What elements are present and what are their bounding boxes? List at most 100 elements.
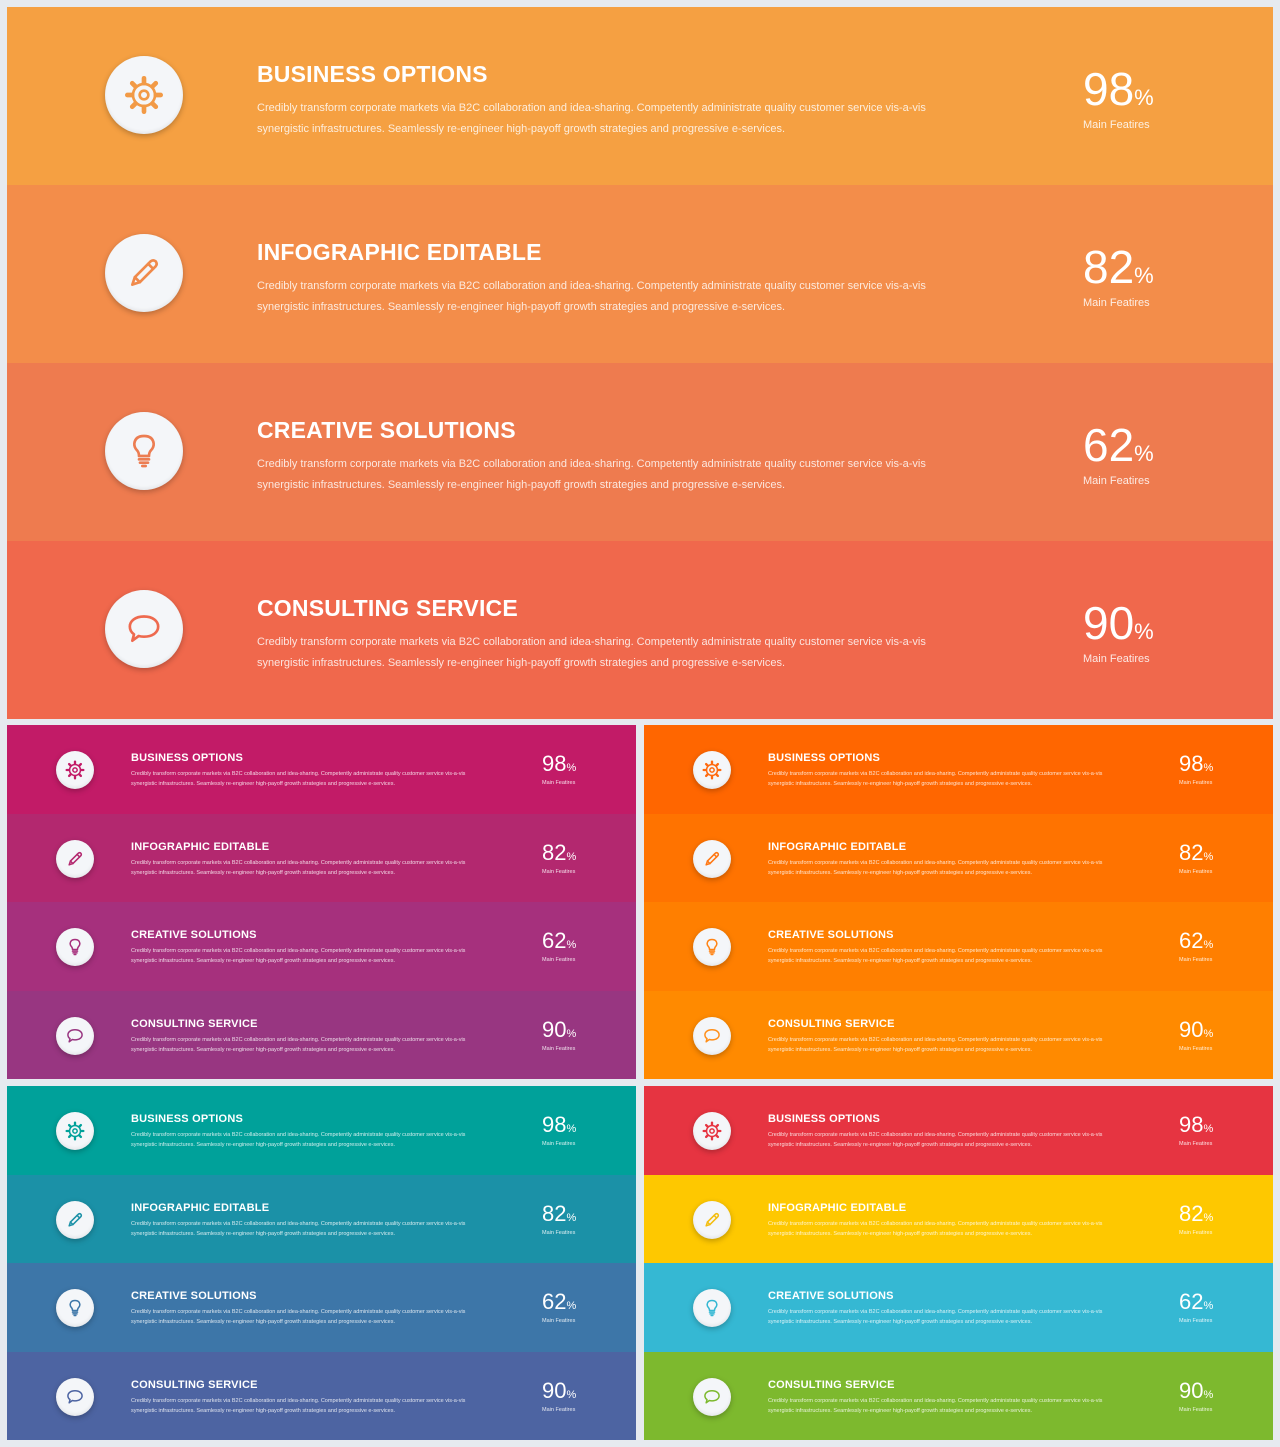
description-line: synergistic infrastructures. Seamlessly …: [131, 1142, 396, 1148]
percent-value: 82%: [542, 840, 576, 870]
feature-description: Credibly transform corporate markets via…: [257, 454, 926, 496]
icon-circle: [693, 751, 731, 789]
description-line: Credibly transform corporate markets via…: [257, 636, 926, 648]
icon-circle: [56, 1016, 94, 1055]
description-line: Credibly transform corporate markets via…: [131, 859, 466, 866]
percent-sign: %: [566, 1388, 577, 1401]
description-line: Credibly transform corporate markets via…: [768, 1397, 1103, 1404]
percent-sign: %: [1134, 441, 1154, 466]
percent-value: 82%: [1179, 1201, 1213, 1231]
feature-row: BUSINESS OPTIONS Credibly transform corpo…: [644, 1086, 1273, 1175]
icon-circle: [56, 751, 94, 789]
description-line: synergistic infrastructures. Seamlessly …: [257, 657, 786, 669]
feature-description: Credibly transform corporate markets via…: [257, 632, 926, 674]
description-line: Credibly transform corporate markets via…: [768, 1132, 1103, 1138]
percent-number: 90: [542, 1016, 567, 1042]
description-line: Credibly transform corporate markets via…: [131, 1309, 466, 1315]
description-line: Credibly transform corporate markets via…: [768, 1309, 1103, 1315]
percent-value: 90%: [1083, 597, 1154, 658]
percent-value: 90%: [542, 1378, 576, 1408]
description-line: synergistic infrastructures. Seamlessly …: [131, 958, 396, 964]
feature-row: INFOGRAPHIC EDITABLE Credibly transform c…: [7, 813, 636, 902]
gear-icon: [65, 1121, 85, 1141]
feature-title: CONSULTING SERVICE: [257, 595, 518, 621]
gear-icon: [124, 75, 164, 115]
percent-value: 82%: [1179, 840, 1213, 870]
percent-caption: Main Featires: [1179, 957, 1213, 963]
speech-bubble-icon: [702, 1026, 722, 1046]
percent-number: 90: [1179, 1377, 1204, 1403]
feature-description: Credibly transform corporate markets via…: [131, 1396, 465, 1416]
percent-sign: %: [1203, 1211, 1214, 1224]
description-line: Credibly transform corporate markets via…: [131, 948, 466, 954]
percent-sign: %: [566, 1300, 577, 1312]
gear-icon: [65, 760, 85, 780]
percent-number: 62: [542, 928, 567, 953]
lightbulb-icon: [702, 937, 722, 957]
percent-number: 62: [1083, 419, 1135, 471]
icon-circle: [693, 1016, 731, 1055]
gear-icon: [702, 760, 722, 780]
percent-number: 98: [542, 751, 567, 776]
gear-icon: [702, 1121, 722, 1141]
percent-caption: Main Featires: [1179, 1141, 1213, 1147]
icon-circle: [56, 1200, 94, 1239]
feature-row: CREATIVE SOLUTIONS Credibly transform cor…: [7, 1263, 636, 1352]
percent-value: 82%: [1083, 241, 1154, 302]
percent-caption: Main Featires: [1179, 1229, 1213, 1236]
pencil-icon: [65, 849, 85, 869]
description-line: synergistic infrastructures. Seamlessly …: [257, 123, 786, 135]
percent-value: 82%: [542, 1201, 576, 1231]
feature-row: CREATIVE SOLUTIONS Credibly transform cor…: [644, 902, 1273, 991]
percent-caption: Main Featires: [1179, 868, 1213, 875]
description-line: Credibly transform corporate markets via…: [768, 1220, 1103, 1227]
percent-caption: Main Featires: [1083, 653, 1150, 665]
percent-number: 62: [542, 1289, 567, 1314]
description-line: synergistic infrastructures. Seamlessly …: [768, 781, 1033, 787]
panel-teal-blue: BUSINESS OPTIONS Credibly transform corpo…: [7, 1086, 636, 1440]
icon-circle: [105, 56, 183, 134]
description-line: synergistic infrastructures. Seamlessly …: [257, 479, 786, 491]
feature-title: CREATIVE SOLUTIONS: [768, 929, 894, 941]
feature-title: CREATIVE SOLUTIONS: [131, 1290, 257, 1302]
feature-row: CONSULTING SERVICE Credibly transform cor…: [7, 990, 636, 1079]
percent-number: 90: [1179, 1016, 1204, 1042]
description-line: synergistic infrastructures. Seamlessly …: [768, 1230, 1033, 1237]
feature-description: Credibly transform corporate markets via…: [131, 858, 465, 878]
panel-purple: BUSINESS OPTIONS Credibly transform corpo…: [7, 725, 636, 1079]
feature-title: BUSINESS OPTIONS: [131, 1113, 243, 1125]
percent-number: 90: [542, 1377, 567, 1403]
feature-row: BUSINESS OPTIONS Credibly transform corpo…: [7, 7, 1273, 185]
feature-title: BUSINESS OPTIONS: [768, 1113, 880, 1125]
percent-number: 62: [1179, 928, 1204, 953]
description-line: synergistic infrastructures. Seamlessly …: [131, 1230, 396, 1237]
percent-caption: Main Featires: [542, 1045, 576, 1052]
description-line: Credibly transform corporate markets via…: [768, 859, 1103, 866]
feature-title: CONSULTING SERVICE: [768, 1017, 895, 1030]
description-line: synergistic infrastructures. Seamlessly …: [131, 1319, 396, 1325]
percent-number: 98: [1179, 1112, 1204, 1137]
feature-description: Credibly transform corporate markets via…: [131, 1219, 465, 1239]
description-line: synergistic infrastructures. Seamlessly …: [768, 1319, 1033, 1325]
icon-circle: [693, 1112, 731, 1150]
panel-large-warm: BUSINESS OPTIONS Credibly transform corpo…: [7, 7, 1273, 719]
description-line: synergistic infrastructures. Seamlessly …: [768, 869, 1033, 876]
feature-description: Credibly transform corporate markets via…: [131, 1307, 465, 1327]
icon-circle: [693, 1377, 731, 1416]
percent-value: 98%: [1179, 751, 1213, 781]
feature-description: Credibly transform corporate markets via…: [131, 769, 465, 789]
feature-row: BUSINESS OPTIONS Credibly transform corpo…: [7, 1086, 636, 1175]
feature-row: CREATIVE SOLUTIONS Credibly transform cor…: [644, 1263, 1273, 1352]
percent-value: 98%: [1083, 63, 1154, 124]
description-line: synergistic infrastructures. Seamlessly …: [131, 781, 396, 787]
panel-orange: BUSINESS OPTIONS Credibly transform corpo…: [644, 725, 1273, 1079]
percent-value: 98%: [1179, 1112, 1213, 1142]
feature-title: INFOGRAPHIC EDITABLE: [768, 1201, 907, 1214]
icon-circle: [56, 928, 94, 966]
pencil-icon: [702, 849, 722, 869]
feature-row: INFOGRAPHIC EDITABLE Credibly transform c…: [644, 1174, 1273, 1263]
panel-multicolor: BUSINESS OPTIONS Credibly transform corpo…: [644, 1086, 1273, 1440]
percent-sign: %: [1203, 762, 1214, 774]
feature-description: Credibly transform corporate markets via…: [257, 98, 926, 140]
percent-caption: Main Featires: [1083, 119, 1150, 131]
